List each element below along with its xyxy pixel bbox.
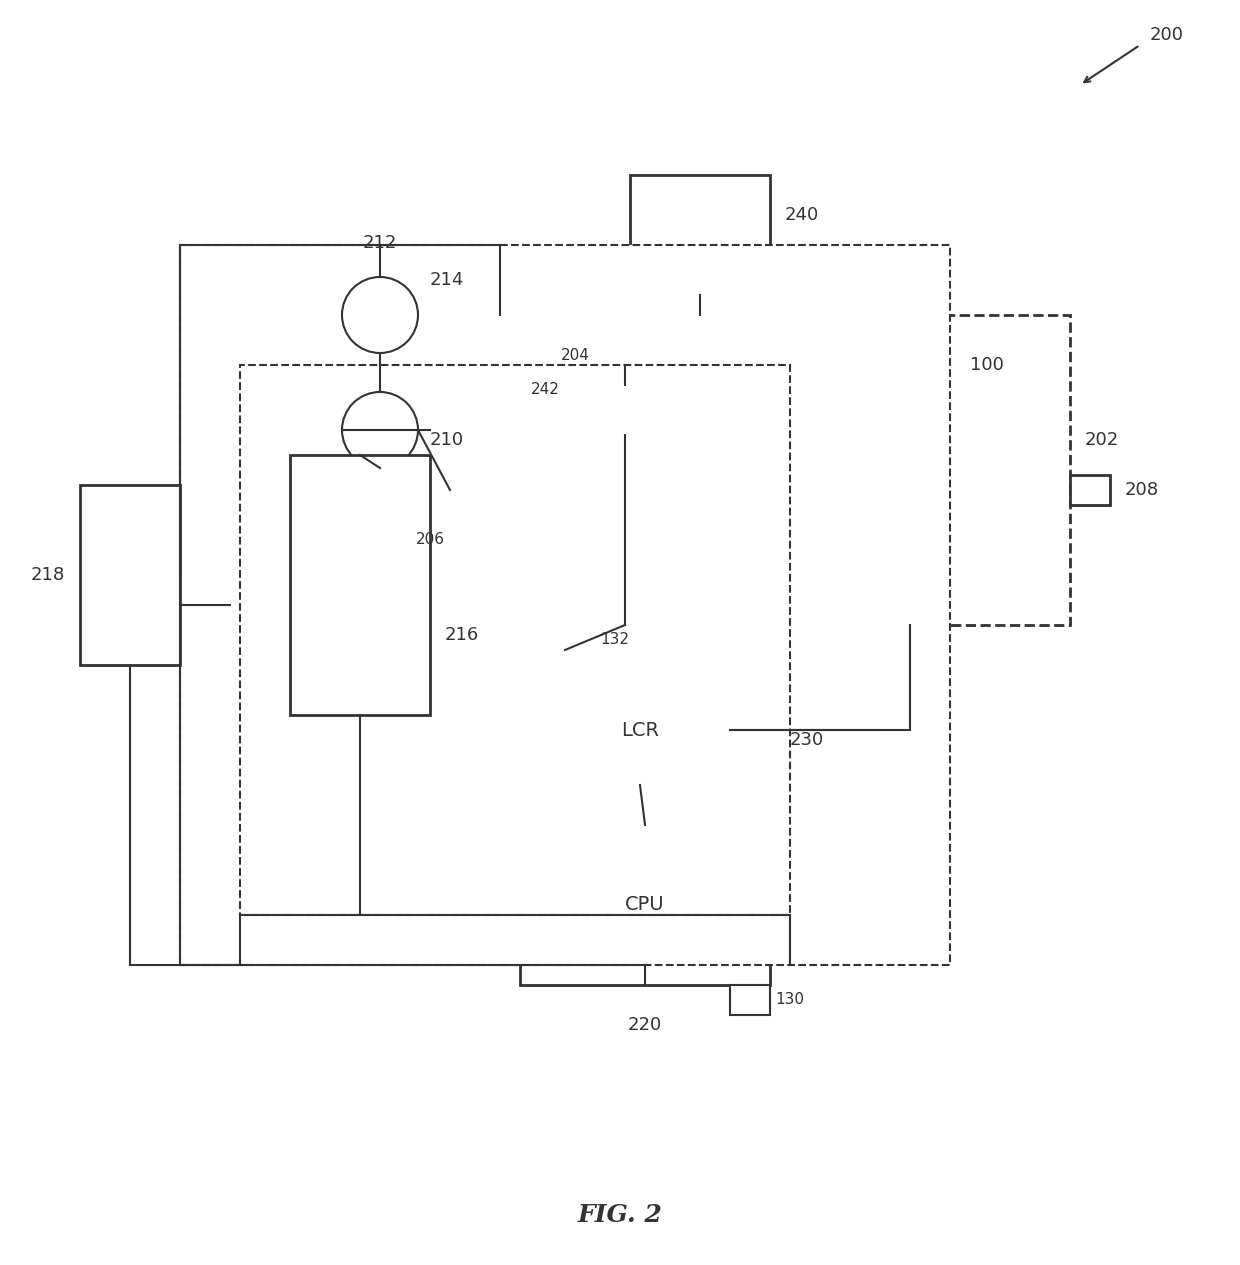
Text: 216: 216 — [445, 626, 479, 644]
Text: 132: 132 — [600, 632, 629, 648]
FancyBboxPatch shape — [551, 676, 730, 786]
Text: CPU: CPU — [625, 896, 665, 915]
Text: 204: 204 — [562, 348, 590, 363]
Text: 200: 200 — [1149, 27, 1184, 44]
Text: 218: 218 — [31, 565, 64, 584]
FancyBboxPatch shape — [450, 315, 1070, 625]
Text: FIG. 2: FIG. 2 — [578, 1203, 662, 1227]
Text: 230: 230 — [790, 731, 825, 749]
Text: 208: 208 — [1125, 481, 1159, 498]
FancyBboxPatch shape — [730, 985, 770, 1015]
Text: 214: 214 — [430, 271, 464, 288]
FancyBboxPatch shape — [81, 484, 180, 665]
FancyBboxPatch shape — [630, 175, 770, 295]
FancyBboxPatch shape — [410, 474, 450, 505]
FancyBboxPatch shape — [520, 825, 770, 985]
Text: LCR: LCR — [621, 721, 658, 740]
Text: 130: 130 — [775, 993, 804, 1007]
Text: 220: 220 — [627, 1016, 662, 1034]
Text: 210: 210 — [430, 431, 464, 449]
Text: 202: 202 — [1085, 431, 1120, 449]
FancyBboxPatch shape — [180, 245, 950, 965]
FancyBboxPatch shape — [680, 315, 720, 345]
FancyBboxPatch shape — [241, 366, 790, 915]
Text: 206: 206 — [415, 533, 444, 548]
FancyBboxPatch shape — [1070, 474, 1110, 505]
FancyBboxPatch shape — [290, 455, 430, 715]
Text: 240: 240 — [785, 206, 820, 224]
Text: 100: 100 — [970, 355, 1004, 374]
Text: 242: 242 — [531, 382, 560, 397]
Text: 212: 212 — [363, 234, 397, 252]
FancyBboxPatch shape — [600, 330, 650, 366]
FancyBboxPatch shape — [551, 385, 900, 435]
FancyBboxPatch shape — [551, 650, 580, 676]
